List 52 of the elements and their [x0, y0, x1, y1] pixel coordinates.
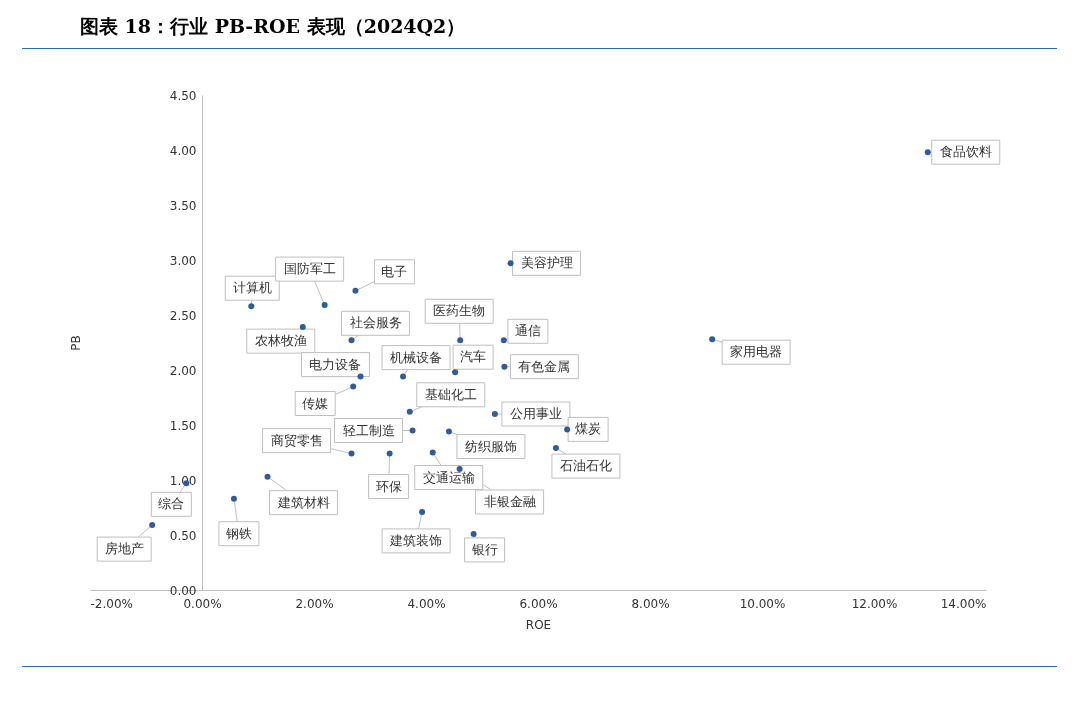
annotation: 通信 — [514, 323, 541, 339]
annotation: 国防军工 — [283, 261, 336, 277]
annotation: 轻工制造 — [342, 422, 395, 438]
y-tick-label: 4.50 — [169, 88, 197, 103]
chart-title: 图表 18：行业 PB-ROE 表现（2024Q2） — [80, 15, 466, 37]
annotation: 家用电器 — [730, 344, 783, 360]
annotation: 煤炭 — [575, 421, 602, 437]
annotation: 农林牧渔 — [254, 333, 307, 349]
x-tick-label: 12.00% — [851, 596, 898, 611]
annotation: 钢铁 — [224, 525, 252, 541]
annotation: 环保 — [375, 478, 402, 494]
annotation: 社会服务 — [349, 315, 402, 331]
x-axis-title: ROE — [525, 617, 552, 632]
annotation: 石油石化 — [559, 458, 612, 474]
x-tick-label: 10.00% — [739, 596, 786, 611]
annotation: 建筑材料 — [276, 494, 330, 510]
annotation: 银行 — [470, 541, 498, 557]
annotation: 电力设备 — [309, 356, 362, 372]
y-tick-label: 2.00 — [169, 363, 197, 378]
annotation: 非银金融 — [483, 494, 536, 509]
annotation: 传媒 — [302, 395, 329, 411]
annotation: 食品饮料 — [939, 144, 992, 160]
annotation: 电子 — [381, 263, 408, 279]
annotation: 综合 — [158, 496, 185, 512]
y-tick-label: 2.50 — [169, 308, 197, 323]
annotation: 有色金属 — [518, 358, 571, 374]
x-tick-label: 0.00% — [183, 596, 222, 611]
x-tick-label: 6.00% — [519, 596, 558, 611]
annotation: 汽车 — [460, 349, 487, 365]
x-tick-label: 2.00% — [295, 596, 334, 611]
y-tick-label: 0.50 — [169, 528, 197, 543]
y-tick-label: 4.00 — [169, 143, 197, 158]
y-tick-label: 3.00 — [169, 253, 197, 268]
annotation: 计算机 — [232, 280, 272, 296]
x-tick-label: -2.00% — [90, 596, 133, 611]
annotation: 美容护理 — [520, 255, 573, 271]
y-tick-label: 0.00 — [169, 583, 197, 598]
annotation: 基础化工 — [424, 386, 477, 402]
y-tick-label: 3.50 — [169, 198, 197, 213]
x-tick-label: 8.00% — [631, 596, 670, 611]
annotation: 纺织服饰 — [464, 438, 517, 454]
y-axis-title: PB — [68, 335, 83, 351]
annotation: 建筑装饰 — [389, 532, 443, 548]
annotation: 机械设备 — [390, 349, 443, 365]
x-tick-label: 14.00% — [940, 596, 987, 611]
annotation: 公用事业 — [509, 406, 562, 421]
annotation: 房地产 — [104, 541, 144, 557]
annotation: 商贸零售 — [270, 432, 323, 448]
x-tick-label: 4.00% — [407, 596, 446, 611]
annotation: 交通运输 — [422, 469, 475, 485]
annotation: 医药生物 — [433, 303, 486, 319]
y-tick-label: 1.50 — [169, 418, 197, 433]
